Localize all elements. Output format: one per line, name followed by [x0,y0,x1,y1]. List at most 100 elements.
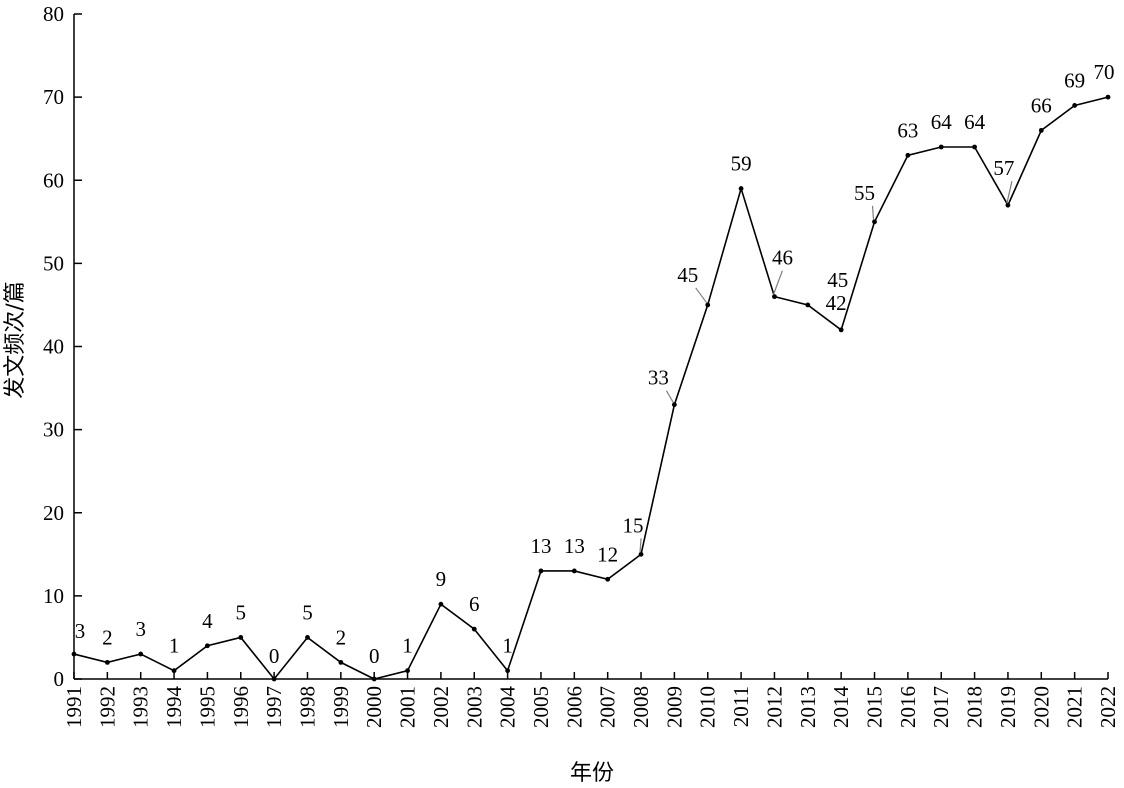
y-axis-title: 发文频次/篇 [3,281,28,398]
data-point [238,635,244,640]
data-label: 3 [135,617,146,641]
data-point [338,659,344,665]
data-point [872,219,877,225]
leader-line [772,270,784,295]
x-tick-label: 2003 [462,686,486,728]
data-point [938,144,944,150]
data-label: 0 [369,644,380,668]
x-tick-label: 1992 [95,686,119,728]
x-tick-label: 1994 [162,686,186,729]
data-point [638,551,644,557]
series-group [71,94,1111,682]
x-axis-title: 年份 [570,761,614,786]
leader-line [1006,181,1013,204]
data-label: 59 [731,152,752,176]
data-label: 13 [530,534,551,558]
x-tick-label: 2000 [362,686,386,728]
data-label: 33 [648,366,669,390]
data-point [738,186,744,191]
data-point [772,294,777,300]
x-tick-label: 2011 [729,686,753,727]
leader-line [639,538,642,553]
data-point [1072,103,1078,108]
data-label: 55 [854,181,875,205]
data-point [471,626,477,632]
leader-line [665,390,674,403]
y-tick-label: 30 [43,418,64,442]
x-axis: 1991 1992 1993 1994 1995 1996 1997 1998 1999 2000… [62,672,1120,728]
x-tick-label: 2019 [996,686,1020,728]
data-point [571,568,577,574]
data-point [138,651,144,657]
x-tick-label: 2022 [1096,686,1120,728]
data-point [671,402,677,408]
data-label: 64 [964,110,986,134]
x-tick-label: 1991 [62,686,86,728]
data-label: 9 [436,567,447,591]
data-point [104,659,110,665]
x-tick-label: 2004 [496,686,520,729]
data-point [605,576,611,582]
x-tick-label: 2002 [429,686,453,728]
data-point [438,601,444,607]
x-tick-label: 2021 [1063,686,1087,728]
data-label: 13 [564,534,585,558]
data-label: 69 [1064,68,1085,92]
x-tick-label: 2014 [829,686,853,729]
data-point [405,668,410,674]
data-point [838,327,844,333]
data-label: 64 [931,110,953,134]
data-point [371,676,377,682]
x-tick-label: 2009 [662,686,686,728]
data-label: 4 [202,609,213,633]
x-tick-label: 2017 [929,686,953,728]
x-tick-label: 2008 [629,686,653,728]
y-tick-label: 0 [54,667,65,691]
y-tick-label: 80 [43,2,64,26]
y-tick-label: 60 [43,168,64,192]
data-label: 63 [897,118,918,142]
x-tick-label: 2006 [562,686,586,728]
data-label: 45 [677,263,698,287]
x-tick-label: 1996 [229,686,253,728]
data-point [505,668,511,674]
x-tick-label: 2001 [396,686,420,728]
y-tick-label: 20 [43,501,64,525]
x-tick-label: 2015 [863,686,887,728]
series-line [73,96,1109,681]
x-tick-label: 2016 [896,686,920,728]
data-label: 1 [502,634,513,658]
x-tick-label: 2005 [529,686,553,728]
x-tick-label: 2012 [762,686,786,728]
x-tick-label: 1997 [262,686,286,728]
y-tick-label: 10 [43,584,64,608]
data-point [171,668,177,674]
data-label: 1 [169,634,180,658]
leader-lines [639,181,1013,553]
data-point [705,302,711,308]
x-tick-label: 2013 [796,686,820,728]
x-tick-label: 1993 [129,686,153,728]
x-tick-label: 2010 [696,686,720,728]
data-label: 66 [1031,93,1052,117]
data-point [71,651,77,657]
leader-line [695,287,708,304]
data-label: 46 [772,246,793,270]
y-tick-label: 50 [43,251,64,275]
data-point [1005,202,1011,208]
data-label: 2 [102,625,113,649]
data-point [1038,127,1044,133]
data-point [205,643,210,649]
data-label: 0 [269,644,280,668]
y-tick-label: 40 [43,335,64,359]
data-label: 5 [302,600,313,624]
data-label: 6 [469,592,480,616]
data-point [271,676,277,682]
y-tick-label: 70 [43,85,64,109]
x-tick-label: 2018 [963,686,987,728]
data-point [305,635,310,640]
x-tick-label: 2007 [596,686,620,728]
x-tick-label: 1999 [329,686,353,728]
data-label: 57 [993,156,1014,180]
